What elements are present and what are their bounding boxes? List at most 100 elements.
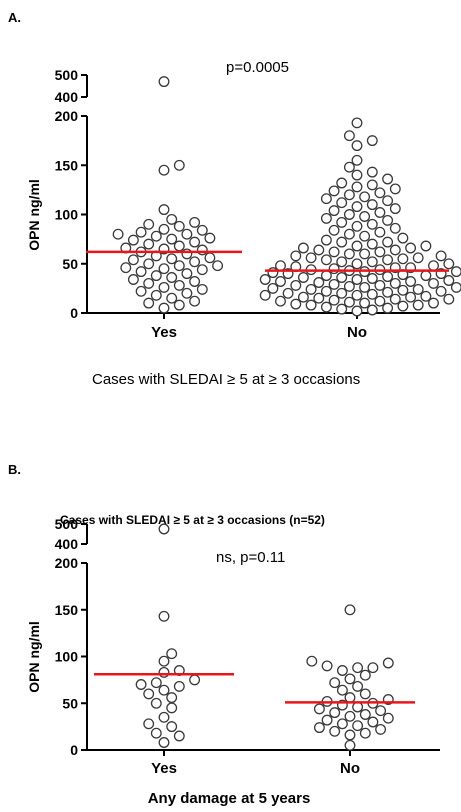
panel-a-yes-point	[158, 223, 170, 235]
panel-a-no-point	[351, 240, 363, 252]
panel-b-yes-point	[158, 684, 170, 696]
panel-a-yes-point	[143, 297, 155, 309]
panel-a-no-point	[313, 244, 325, 256]
panel-a-no-point	[336, 272, 348, 283]
panel-a-yes-point	[196, 283, 208, 295]
panel-a-no-point	[397, 284, 409, 296]
panel-b-y-axis-label: OPN ng/ml	[26, 621, 42, 693]
panel-b-category-no: No	[340, 760, 360, 777]
panel-b-no-point	[367, 662, 379, 674]
panel-a-no-point	[351, 181, 363, 193]
panel-a-pvalue: p=0.0005	[226, 59, 289, 76]
panel-a-yes-point	[112, 228, 124, 240]
panel-a-no-point	[366, 166, 378, 178]
panel-a-yes-point	[158, 263, 170, 275]
panel-a-no-point	[420, 270, 432, 282]
panel-a-no-point	[290, 298, 302, 310]
panel-b-yes-point	[166, 721, 178, 733]
panel-b-label: B.	[8, 462, 21, 477]
panel-b-yes-point	[158, 655, 170, 667]
panel-a-yes-point	[158, 204, 170, 216]
panel-b-no-point	[382, 712, 394, 724]
panel-a-no-point	[267, 267, 279, 279]
panel-b-no-point	[382, 657, 394, 669]
panel-a-no-point	[305, 252, 317, 264]
panel-b-no-point	[344, 673, 356, 685]
panel-b-y-tick-label-400: 400	[55, 536, 79, 552]
panel-a-y-tick-label-150: 150	[55, 157, 79, 173]
panel-b-yes-point	[166, 702, 178, 714]
panel-a-no-point	[397, 232, 409, 244]
panel-a-no-point	[275, 295, 286, 307]
panel-a-no-point	[351, 289, 363, 301]
panel-a-no-point	[351, 220, 363, 232]
panel-b-no-point	[306, 655, 318, 667]
panel-a-no-point	[320, 301, 332, 313]
panel-a-no-point	[328, 205, 340, 217]
panel-b-yes-point	[150, 697, 162, 709]
panel-a-no-point	[336, 256, 348, 268]
panel-a-yes-point	[127, 234, 139, 246]
panel-a-no-point	[297, 272, 309, 283]
panel-a-no-point	[428, 277, 439, 289]
panel-b-no-point	[329, 677, 341, 689]
panel-a-yes-point	[166, 233, 178, 245]
panel-b-yes-point	[143, 718, 155, 730]
panel-a-x-axis-label: Cases with SLEDAI ≥ 5 at ≥ 3 occasions	[92, 371, 360, 388]
panel-a-yes-point	[173, 299, 185, 311]
panel-a-no-point	[343, 248, 355, 260]
panel-b-yes-point	[173, 680, 185, 692]
panel-a-no-point	[336, 236, 348, 248]
panel-a-no-point	[450, 266, 461, 278]
panel-a-no-point	[359, 211, 371, 222]
panel-a-no-point	[343, 130, 355, 142]
panel-a-yes-point	[135, 266, 147, 278]
panel-a-no-point	[343, 280, 355, 292]
panel-a-yes-point	[143, 258, 155, 270]
panel-a-no-point	[428, 297, 439, 309]
panel-a-no-point	[389, 277, 401, 289]
panel-b-no-point	[352, 701, 364, 713]
panel-b-y-tick-label-500: 500	[55, 516, 79, 532]
panel-b-no-point	[344, 710, 356, 722]
panel-a-category-yes: Yes	[151, 324, 177, 341]
panel-a-no-point	[443, 258, 455, 270]
panel-b-no-point	[336, 665, 348, 676]
panel-a-yes-point	[173, 220, 185, 232]
panel-a-no-point	[389, 244, 401, 256]
panel-b-yes-point	[158, 523, 170, 535]
panel-a-no-point	[389, 222, 401, 234]
panel-a-yes-point	[158, 302, 170, 314]
panel-b-no-point	[329, 707, 341, 719]
panel-a-yes-point	[189, 236, 201, 248]
panel-a-no-point	[366, 179, 378, 191]
panel-a-yes-point	[150, 289, 162, 301]
panel-b-no-point	[352, 720, 364, 732]
panel-a-no-point	[420, 240, 432, 252]
panel-a-no-point	[389, 203, 401, 215]
panel-a-no-point	[382, 236, 394, 248]
panel-a-yes-point	[181, 268, 193, 280]
panel-a-no-point	[290, 250, 302, 262]
panel-a-no-point	[397, 300, 409, 312]
panel-a-y-tick-label-0: 0	[70, 305, 78, 321]
panel-b-no-point	[359, 669, 371, 681]
panel-a-y-tick-label-400: 400	[55, 89, 79, 105]
panel-a-no-point	[305, 283, 317, 295]
panel-a-yes-point	[166, 253, 178, 265]
panel-a-no-point	[359, 297, 371, 309]
panel-b-no-point	[336, 684, 348, 696]
panel-a-yes-point	[189, 256, 201, 268]
panel-a-no-point	[351, 117, 363, 129]
panel-a-yes-point	[166, 213, 178, 225]
panel-a-yes-point	[204, 252, 216, 264]
panel-a-no-point	[336, 177, 348, 189]
panel-b-yes-point	[158, 737, 170, 748]
panel-b-yes-point	[143, 688, 155, 700]
panel-a-no-point	[382, 214, 394, 226]
panel-b-yes-point	[158, 610, 170, 622]
panel-a-no-point	[412, 252, 424, 264]
panel-b-no-point	[321, 714, 333, 726]
panel-b-no-point	[313, 722, 325, 734]
panel-a-yes-point	[135, 285, 147, 297]
